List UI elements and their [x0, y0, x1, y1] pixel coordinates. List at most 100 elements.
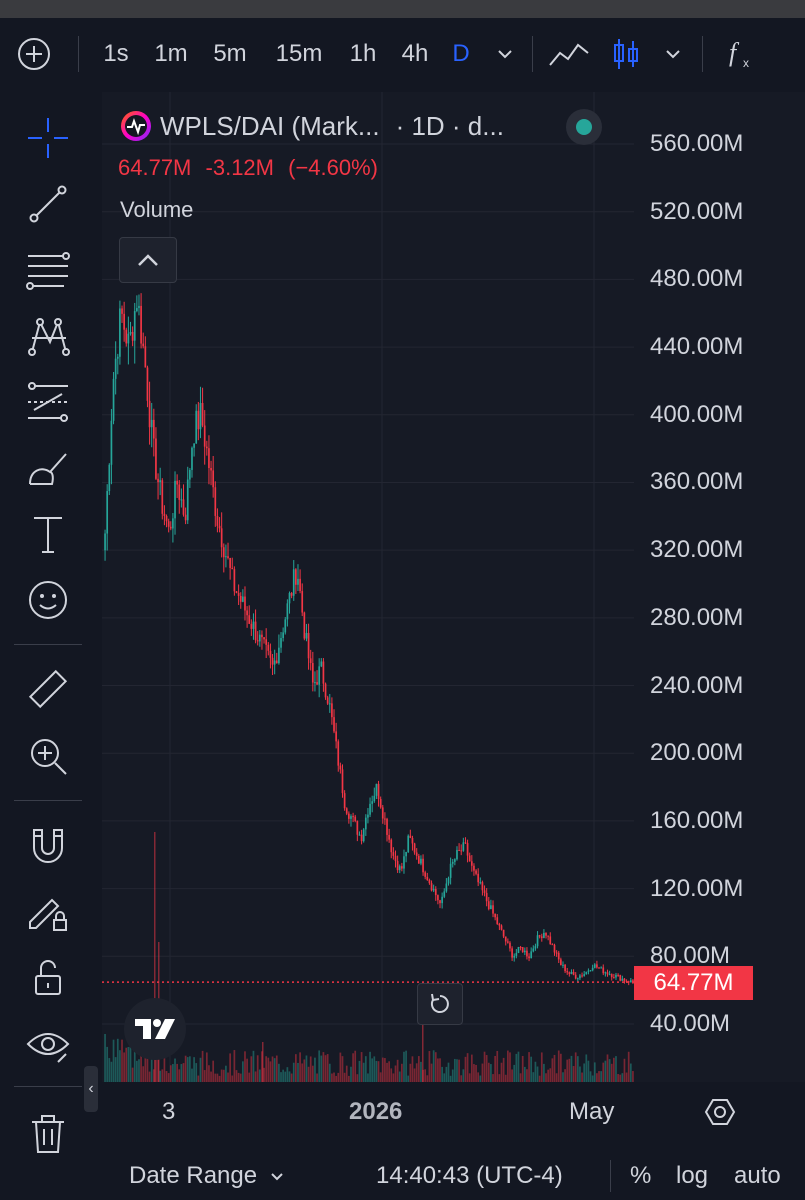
volume-bar — [483, 1051, 486, 1082]
candle — [367, 808, 369, 824]
collapse-sidebar-button[interactable]: ‹ — [84, 1066, 98, 1112]
text-tool[interactable] — [20, 506, 76, 562]
interval-1s[interactable]: 1s — [103, 40, 129, 67]
line-chart-button[interactable] — [546, 18, 592, 90]
trash-icon — [32, 1115, 64, 1153]
volume-bar — [492, 1074, 494, 1082]
emoji-tool[interactable] — [20, 572, 76, 628]
volume-bar — [242, 1061, 244, 1082]
volume-bar — [394, 1065, 397, 1082]
chart-pane[interactable] — [102, 92, 805, 1082]
candle — [629, 977, 632, 983]
candle — [439, 899, 441, 909]
trend-line-tool[interactable] — [20, 176, 76, 232]
volume-bar — [456, 1059, 458, 1082]
chart-type-dropdown-button[interactable] — [658, 18, 688, 90]
volume-bar — [572, 1066, 575, 1082]
ruler-tool[interactable] — [20, 662, 76, 718]
volume-legend[interactable]: Volume — [120, 197, 194, 222]
toolbar-divider — [78, 36, 79, 72]
hide-drawings-tool[interactable] — [20, 1016, 76, 1072]
candle — [201, 387, 204, 428]
chevron-up-icon — [138, 254, 158, 266]
candle — [502, 929, 505, 939]
candle — [364, 814, 367, 836]
candle — [148, 381, 151, 445]
candle — [233, 566, 236, 596]
chart-settings-button[interactable] — [704, 1096, 736, 1128]
candle — [176, 474, 178, 499]
lock-drawing-tool[interactable] — [20, 884, 76, 940]
candle — [415, 848, 418, 860]
interval-1m[interactable]: 1m — [154, 40, 188, 67]
candle — [341, 764, 344, 798]
remove-drawings-tool[interactable] — [20, 1106, 76, 1162]
candle — [210, 460, 212, 486]
volume-bar — [536, 1066, 539, 1082]
crosshair-tool[interactable] — [20, 110, 76, 166]
interval-4h[interactable]: 4h — [401, 40, 429, 67]
interval-5m[interactable]: 5m — [213, 40, 247, 67]
fib-tool[interactable] — [20, 242, 76, 298]
collapse-legend-button[interactable] — [119, 237, 177, 283]
candle — [604, 971, 607, 977]
volume-bar — [441, 1066, 443, 1082]
auto-scale-toggle[interactable]: auto — [734, 1162, 781, 1189]
forecast-tool[interactable] — [20, 374, 76, 430]
pattern-tool[interactable] — [20, 308, 76, 364]
zoom-tool[interactable] — [20, 728, 76, 784]
candle — [214, 481, 217, 527]
candle — [193, 443, 195, 457]
time-axis[interactable] — [102, 1082, 805, 1138]
status-dot-icon — [576, 119, 592, 135]
brush-tool[interactable] — [20, 440, 76, 496]
line-chart-icon — [549, 43, 589, 66]
volume-bar — [532, 1072, 535, 1082]
volume-bar — [316, 1073, 318, 1082]
interval-1h[interactable]: 1h — [349, 40, 377, 67]
log-scale-toggle[interactable]: log — [676, 1162, 709, 1189]
lock-all-tool[interactable] — [20, 950, 76, 1006]
candle — [498, 922, 501, 931]
tradingview-logo[interactable] — [124, 998, 186, 1060]
date-range-button[interactable]: Date Range — [129, 1162, 284, 1190]
volume-bar — [479, 1075, 482, 1082]
candle — [475, 869, 477, 876]
candle — [466, 839, 469, 863]
crosshair-icon — [28, 118, 68, 158]
candles-button[interactable] — [606, 18, 646, 90]
candle — [407, 834, 410, 853]
volume-bar — [517, 1051, 520, 1082]
symbol-legend[interactable]: WPLS/DAI (Mark... · 1D · d... — [120, 110, 504, 142]
volume-bar — [362, 1062, 365, 1082]
legend-last-price: 64.77M — [118, 155, 192, 180]
legend-change-pct: (−4.60%) — [288, 155, 379, 180]
volume-bar — [434, 1052, 437, 1082]
volume-bar — [401, 1063, 403, 1082]
add-symbol-button[interactable] — [14, 18, 54, 90]
market-status-indicator[interactable] — [566, 109, 602, 145]
volume-bar — [464, 1056, 467, 1082]
status-strip — [0, 0, 805, 18]
volume-bar — [466, 1053, 469, 1082]
reset-chart-button[interactable] — [417, 983, 463, 1025]
volume-bar — [581, 1072, 583, 1082]
percent-scale-toggle[interactable]: % — [630, 1162, 652, 1189]
candle — [481, 880, 484, 896]
interval-15m[interactable]: 15m — [275, 40, 323, 67]
candle — [284, 616, 287, 635]
candle — [339, 762, 342, 774]
volume-bar — [262, 1042, 264, 1082]
interval-d[interactable]: D — [452, 40, 470, 67]
candle — [311, 651, 314, 692]
candle — [587, 968, 590, 975]
candle — [280, 632, 282, 653]
candle — [252, 613, 255, 640]
volume-bar — [186, 1057, 189, 1082]
interval-dropdown-button[interactable] — [490, 18, 520, 90]
volume-bar — [159, 1070, 162, 1082]
candle — [144, 336, 147, 368]
clock-display[interactable]: 14:40:43 (UTC-4) — [376, 1162, 563, 1189]
magnet-tool[interactable] — [20, 818, 76, 874]
